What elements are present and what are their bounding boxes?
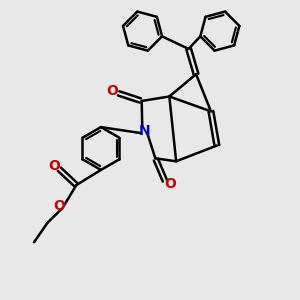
Text: O: O: [106, 84, 118, 98]
Text: O: O: [54, 200, 66, 214]
Text: O: O: [164, 178, 176, 191]
Text: N: N: [139, 124, 151, 138]
Text: O: O: [48, 159, 60, 173]
